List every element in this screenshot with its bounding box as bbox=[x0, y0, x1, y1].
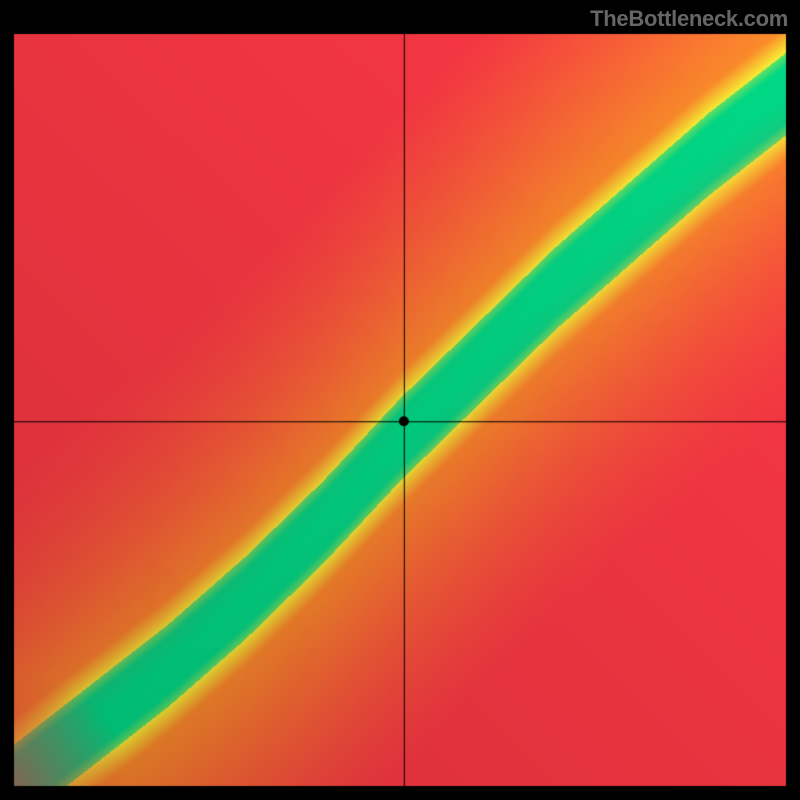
chart-container: TheBottleneck.com bbox=[0, 0, 800, 800]
watermark-label: TheBottleneck.com bbox=[590, 6, 788, 32]
bottleneck-heatmap bbox=[0, 0, 800, 800]
